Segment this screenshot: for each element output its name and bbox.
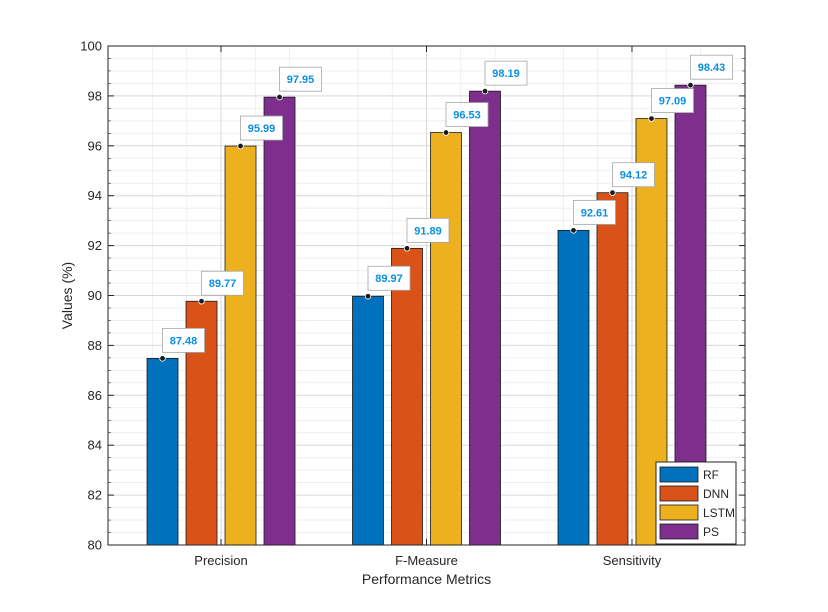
data-label: 95.99: [248, 123, 276, 135]
y-tick-label: 92: [88, 238, 102, 253]
data-label-box: [651, 88, 694, 114]
x-tick-label: F-Measure: [395, 553, 458, 568]
data-marker: [198, 298, 205, 305]
data-label: 98.19: [492, 68, 520, 80]
data-label-box: [612, 162, 655, 188]
legend-swatch-lstm: [659, 504, 699, 521]
bar-lstm: [224, 145, 257, 546]
legend-swatch-ps: [659, 523, 699, 540]
bar-lstm: [430, 132, 462, 546]
data-label-box: [690, 54, 733, 80]
x-tick-labels: Precision F-Measure Sensitivity: [194, 553, 661, 568]
bar-ps: [469, 90, 501, 546]
bar-rf: [557, 229, 590, 546]
legend-label: RF: [703, 468, 719, 482]
data-marker: [687, 81, 694, 89]
y-tick-label: 96: [88, 138, 102, 153]
bar-dnn: [596, 192, 629, 546]
y-tick-label: 98: [88, 88, 102, 103]
y-tick-label: 82: [88, 488, 102, 503]
data-label-box: [406, 217, 450, 243]
data-marker: [159, 355, 166, 362]
data-marker: [648, 115, 655, 122]
legend-label: DNN: [703, 487, 729, 501]
y-tick-label: 90: [88, 288, 102, 303]
x-tick-label: Sensitivity: [603, 553, 662, 568]
data-marker: [442, 129, 450, 136]
data-marker: [364, 293, 372, 300]
data-label-box: [240, 115, 283, 141]
axis-ticks: [108, 45, 745, 546]
legend-swatch-dnn: [659, 485, 699, 502]
data-marker: [237, 142, 244, 150]
data-label-box: [484, 60, 528, 86]
y-tick-label: 84: [88, 438, 102, 453]
data-markers: [159, 81, 694, 362]
data-label-box: [445, 102, 489, 127]
y-tick-label: 86: [88, 388, 102, 403]
data-label-box: [367, 265, 411, 291]
data-label: 97.95: [287, 74, 315, 86]
data-label: 92.61: [581, 207, 609, 219]
data-label: 89.77: [209, 278, 237, 290]
data-marker: [276, 93, 283, 101]
data-label-box: [162, 327, 205, 353]
data-marker: [403, 245, 411, 252]
y-tick-label: 80: [88, 538, 102, 553]
y-tick-label: 100: [80, 39, 102, 54]
bar-ps: [263, 96, 296, 546]
data-label: 87.48: [170, 335, 198, 347]
data-marker: [570, 227, 577, 234]
x-tick-label: Precision: [194, 553, 247, 568]
data-label: 96.53: [453, 110, 481, 122]
data-labels: 87.48 89.97 92.61 89.77 91.89 94.12 95.99 96.53…: [162, 54, 733, 353]
bar-rf: [146, 357, 179, 546]
data-label-box: [279, 66, 322, 92]
data-label: 91.89: [414, 225, 442, 237]
data-label: 94.12: [620, 170, 648, 182]
data-marker: [481, 87, 489, 95]
legend-label: PS: [703, 525, 719, 539]
y-tick-label: 88: [88, 338, 102, 353]
bar-dnn: [391, 247, 423, 546]
bar-rf: [352, 295, 384, 546]
data-label-box: [573, 199, 616, 225]
data-label-box: [201, 270, 244, 296]
y-tick-label: 94: [88, 188, 102, 203]
x-axis-label: Performance Metrics: [362, 571, 491, 587]
y-axis-label: Values (%): [59, 262, 75, 329]
y-tick-labels: 80 82 84 86 88 90 92 94 96 98 100: [80, 39, 102, 553]
legend-swatch-rf: [659, 466, 699, 483]
data-label: 97.09: [659, 96, 687, 108]
data-label: 89.97: [375, 273, 403, 285]
data-label: 98.43: [698, 62, 726, 74]
legend: RF DNN LSTM PS: [655, 461, 737, 545]
data-marker: [609, 189, 616, 196]
legend-label: LSTM: [703, 506, 735, 520]
